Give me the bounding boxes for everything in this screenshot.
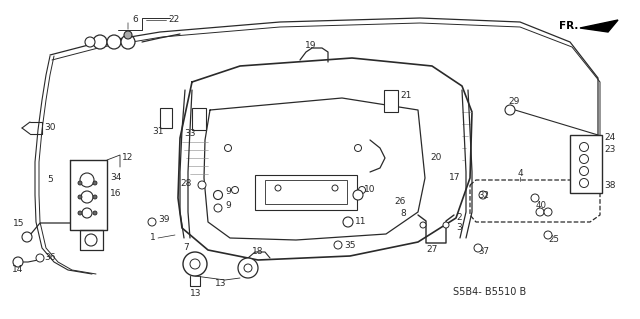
Text: 23: 23: [604, 145, 616, 154]
Text: 14: 14: [12, 265, 24, 275]
Circle shape: [579, 143, 589, 152]
Text: FR.: FR.: [559, 21, 578, 31]
Circle shape: [214, 204, 222, 212]
Text: 5: 5: [47, 175, 52, 184]
Circle shape: [121, 35, 135, 49]
Text: 13: 13: [215, 279, 227, 288]
Circle shape: [85, 37, 95, 47]
Circle shape: [358, 187, 365, 194]
Bar: [384, 90, 398, 112]
Circle shape: [190, 259, 200, 269]
Circle shape: [334, 241, 342, 249]
Circle shape: [343, 217, 353, 227]
Text: 6: 6: [132, 16, 138, 25]
Circle shape: [85, 234, 97, 246]
Bar: [255, 175, 357, 210]
Circle shape: [544, 208, 552, 216]
Text: S5B4- B5510 B: S5B4- B5510 B: [453, 287, 527, 297]
Circle shape: [536, 208, 544, 216]
Circle shape: [78, 211, 82, 215]
Text: 34: 34: [110, 173, 122, 182]
Circle shape: [183, 252, 207, 276]
Text: 27: 27: [426, 244, 437, 254]
Text: 7: 7: [183, 242, 189, 251]
Text: 31: 31: [152, 128, 164, 137]
Text: 37: 37: [478, 248, 489, 256]
Bar: [570, 135, 602, 193]
Circle shape: [198, 181, 206, 189]
Circle shape: [579, 154, 589, 164]
Text: 9: 9: [225, 202, 231, 211]
Circle shape: [355, 145, 362, 152]
Circle shape: [214, 190, 223, 199]
Circle shape: [474, 244, 482, 252]
Text: 39: 39: [158, 216, 170, 225]
Text: 10: 10: [364, 186, 376, 195]
Text: 2: 2: [456, 212, 461, 221]
Circle shape: [36, 254, 44, 262]
Text: 9: 9: [225, 188, 231, 197]
Circle shape: [332, 185, 338, 191]
Circle shape: [579, 167, 589, 175]
Bar: [265, 180, 347, 204]
Text: 25: 25: [548, 235, 559, 244]
Circle shape: [93, 181, 97, 185]
Circle shape: [232, 187, 239, 194]
Circle shape: [93, 195, 97, 199]
Circle shape: [420, 222, 426, 228]
Polygon shape: [580, 20, 618, 32]
Text: 15: 15: [13, 219, 24, 227]
Text: 12: 12: [122, 152, 133, 161]
Text: 40: 40: [536, 201, 547, 210]
Circle shape: [13, 257, 23, 267]
Circle shape: [80, 173, 94, 187]
Circle shape: [275, 185, 281, 191]
Bar: [192, 108, 206, 130]
Text: 13: 13: [190, 290, 202, 299]
Circle shape: [531, 194, 539, 202]
Text: 28: 28: [180, 179, 192, 188]
Circle shape: [544, 231, 552, 239]
Text: 26: 26: [394, 197, 405, 205]
Circle shape: [148, 218, 156, 226]
Text: 33: 33: [184, 130, 196, 138]
Circle shape: [443, 222, 449, 228]
Circle shape: [225, 145, 232, 152]
Text: 36: 36: [44, 254, 56, 263]
Text: 4: 4: [517, 169, 523, 179]
Text: 16: 16: [110, 189, 122, 197]
Circle shape: [107, 35, 121, 49]
Circle shape: [124, 31, 132, 39]
Text: 3: 3: [456, 222, 461, 232]
Text: 30: 30: [44, 123, 56, 132]
Text: 8: 8: [400, 209, 406, 218]
Circle shape: [93, 35, 107, 49]
Circle shape: [479, 191, 487, 199]
Text: 20: 20: [430, 153, 442, 162]
Text: 22: 22: [168, 16, 179, 25]
Circle shape: [22, 232, 32, 242]
Text: 17: 17: [449, 174, 460, 182]
Circle shape: [238, 258, 258, 278]
Text: 35: 35: [344, 241, 355, 249]
Circle shape: [78, 181, 82, 185]
Bar: [160, 108, 172, 128]
Circle shape: [579, 179, 589, 188]
Text: 38: 38: [604, 181, 616, 189]
Circle shape: [81, 191, 93, 203]
Text: 21: 21: [400, 92, 412, 100]
Text: 18: 18: [252, 248, 264, 256]
Text: 24: 24: [604, 132, 615, 142]
Circle shape: [82, 208, 92, 218]
Text: 32: 32: [478, 191, 489, 201]
Circle shape: [505, 105, 515, 115]
Circle shape: [78, 195, 82, 199]
Text: 1: 1: [150, 234, 156, 242]
Circle shape: [353, 190, 363, 200]
Text: 19: 19: [305, 41, 317, 50]
Text: 11: 11: [355, 218, 367, 226]
Text: 29: 29: [508, 98, 520, 107]
Circle shape: [244, 264, 252, 272]
Circle shape: [93, 211, 97, 215]
